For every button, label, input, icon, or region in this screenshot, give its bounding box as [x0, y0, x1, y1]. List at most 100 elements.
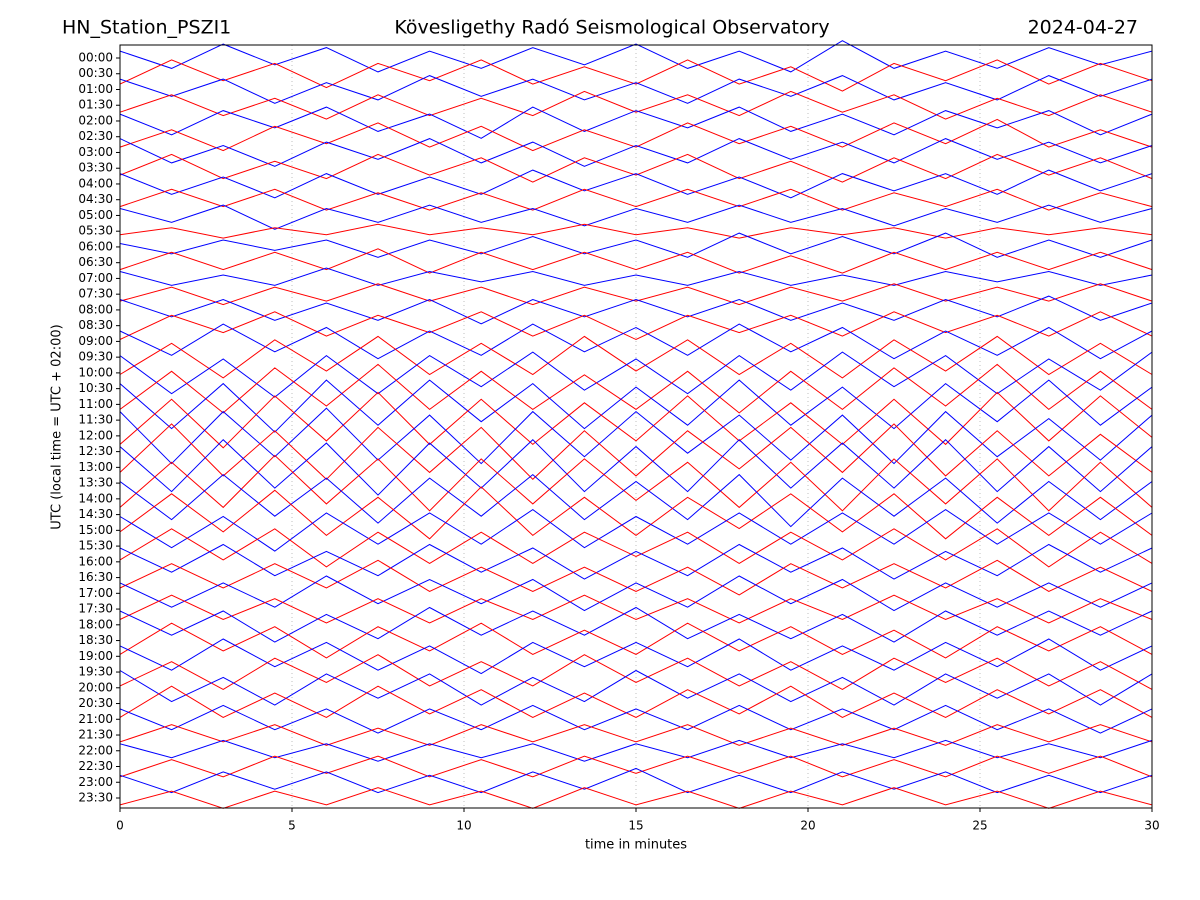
y-tick-label: 09:00: [78, 334, 113, 348]
trace: [119, 75, 1153, 104]
trace: [119, 379, 1153, 433]
y-tick-label: 13:00: [78, 460, 113, 474]
x-tick-label: 10: [456, 819, 471, 833]
y-tick-label: 19:30: [78, 665, 113, 679]
y-tick-label: 18:30: [78, 633, 113, 647]
trace: [119, 335, 1153, 379]
y-tick-label: 00:00: [78, 51, 113, 65]
trace: [119, 267, 1153, 286]
y-tick-label: 12:30: [78, 444, 113, 458]
chart-title: Kövesligethy Radó Seismological Observat…: [394, 17, 829, 39]
trace: [119, 755, 1153, 778]
trace: [119, 724, 1153, 746]
trace: [119, 739, 1153, 762]
trace: [119, 407, 1153, 465]
y-tick-label: 16:00: [78, 554, 113, 568]
trace: [119, 59, 1153, 92]
y-tick-label: 03:30: [78, 161, 113, 175]
trace: [119, 606, 1153, 643]
y-tick-label: 23:00: [78, 775, 113, 789]
x-tick-label: 25: [972, 819, 987, 833]
y-tick-label: 20:30: [78, 696, 113, 710]
y-tick-label: 20:00: [78, 680, 113, 694]
y-axis-label: UTC (local time = UTC + 02:00): [50, 324, 65, 529]
trace: [119, 391, 1153, 449]
y-tick-label: 14:30: [78, 507, 113, 521]
y-tick-label: 11:30: [78, 413, 113, 427]
y-tick-label: 22:30: [78, 759, 113, 773]
trace: [119, 169, 1153, 199]
y-tick-label: 04:00: [78, 176, 113, 190]
trace: [119, 594, 1153, 624]
trace: [119, 654, 1153, 690]
y-tick-label: 17:30: [78, 602, 113, 616]
y-tick-label: 07:30: [78, 287, 113, 301]
y-tick-label: 08:00: [78, 302, 113, 316]
trace: [119, 283, 1153, 306]
y-tick-label: 21:00: [78, 712, 113, 726]
trace: [119, 543, 1153, 580]
trace: [119, 559, 1153, 596]
y-tick-label: 01:00: [78, 82, 113, 96]
trace: [119, 232, 1153, 258]
y-tick-label: 15:30: [78, 539, 113, 553]
trace: [119, 188, 1153, 211]
trace: [119, 138, 1153, 167]
y-tick-label: 08:30: [78, 318, 113, 332]
y-tick-label: 12:00: [78, 428, 113, 442]
y-tick-label: 05:00: [78, 208, 113, 222]
y-tick-label: 10:00: [78, 365, 113, 379]
date-title: 2024-04-27: [1028, 17, 1138, 39]
y-tick-label: 02:30: [78, 129, 113, 143]
trace: [119, 90, 1153, 120]
trace: [119, 351, 1153, 398]
trace: [119, 106, 1153, 139]
y-tick-label: 04:30: [78, 192, 113, 206]
x-tick-label: 0: [116, 819, 124, 833]
trace: [119, 787, 1153, 809]
y-tick-label: 03:00: [78, 145, 113, 159]
trace: [119, 486, 1153, 540]
y-tick-label: 19:00: [78, 649, 113, 663]
y-tick-label: 07:00: [78, 271, 113, 285]
station-title: HN_Station_PSZI1: [62, 17, 231, 39]
trace: [119, 153, 1153, 183]
x-tick-label: 20: [800, 819, 815, 833]
y-tick-label: 00:30: [78, 66, 113, 80]
y-tick-label: 15:00: [78, 523, 113, 537]
y-tick-label: 23:30: [78, 791, 113, 805]
trace: [119, 118, 1153, 152]
trace: [119, 423, 1153, 480]
trace: [119, 622, 1153, 659]
y-tick-label: 14:00: [78, 491, 113, 505]
x-axis-label: time in minutes: [585, 838, 687, 853]
y-tick-label: 06:30: [78, 255, 113, 269]
x-tick-label: 15: [628, 819, 643, 833]
trace: [119, 704, 1153, 734]
traces: [119, 40, 1153, 809]
y-tick-label: 10:30: [78, 381, 113, 395]
x-tick-label: 30: [1144, 819, 1159, 833]
y-tick-label: 13:30: [78, 476, 113, 490]
y-tick-label: 06:00: [78, 239, 113, 253]
y-tick-label: 05:30: [78, 224, 113, 238]
trace: [119, 223, 1153, 239]
trace: [119, 363, 1153, 414]
trace: [119, 767, 1153, 794]
y-tick-label: 02:00: [78, 113, 113, 127]
trace: [119, 508, 1153, 552]
y-tick-label: 01:30: [78, 98, 113, 112]
trace: [119, 248, 1153, 274]
trace: [119, 204, 1153, 230]
y-tick-label: 16:30: [78, 570, 113, 584]
trace: [119, 323, 1153, 360]
y-tick-label: 11:00: [78, 397, 113, 411]
y-tick-label: 18:00: [78, 617, 113, 631]
trace: [119, 295, 1153, 325]
trace: [119, 669, 1153, 706]
trace: [119, 473, 1153, 528]
trace: [119, 575, 1153, 612]
